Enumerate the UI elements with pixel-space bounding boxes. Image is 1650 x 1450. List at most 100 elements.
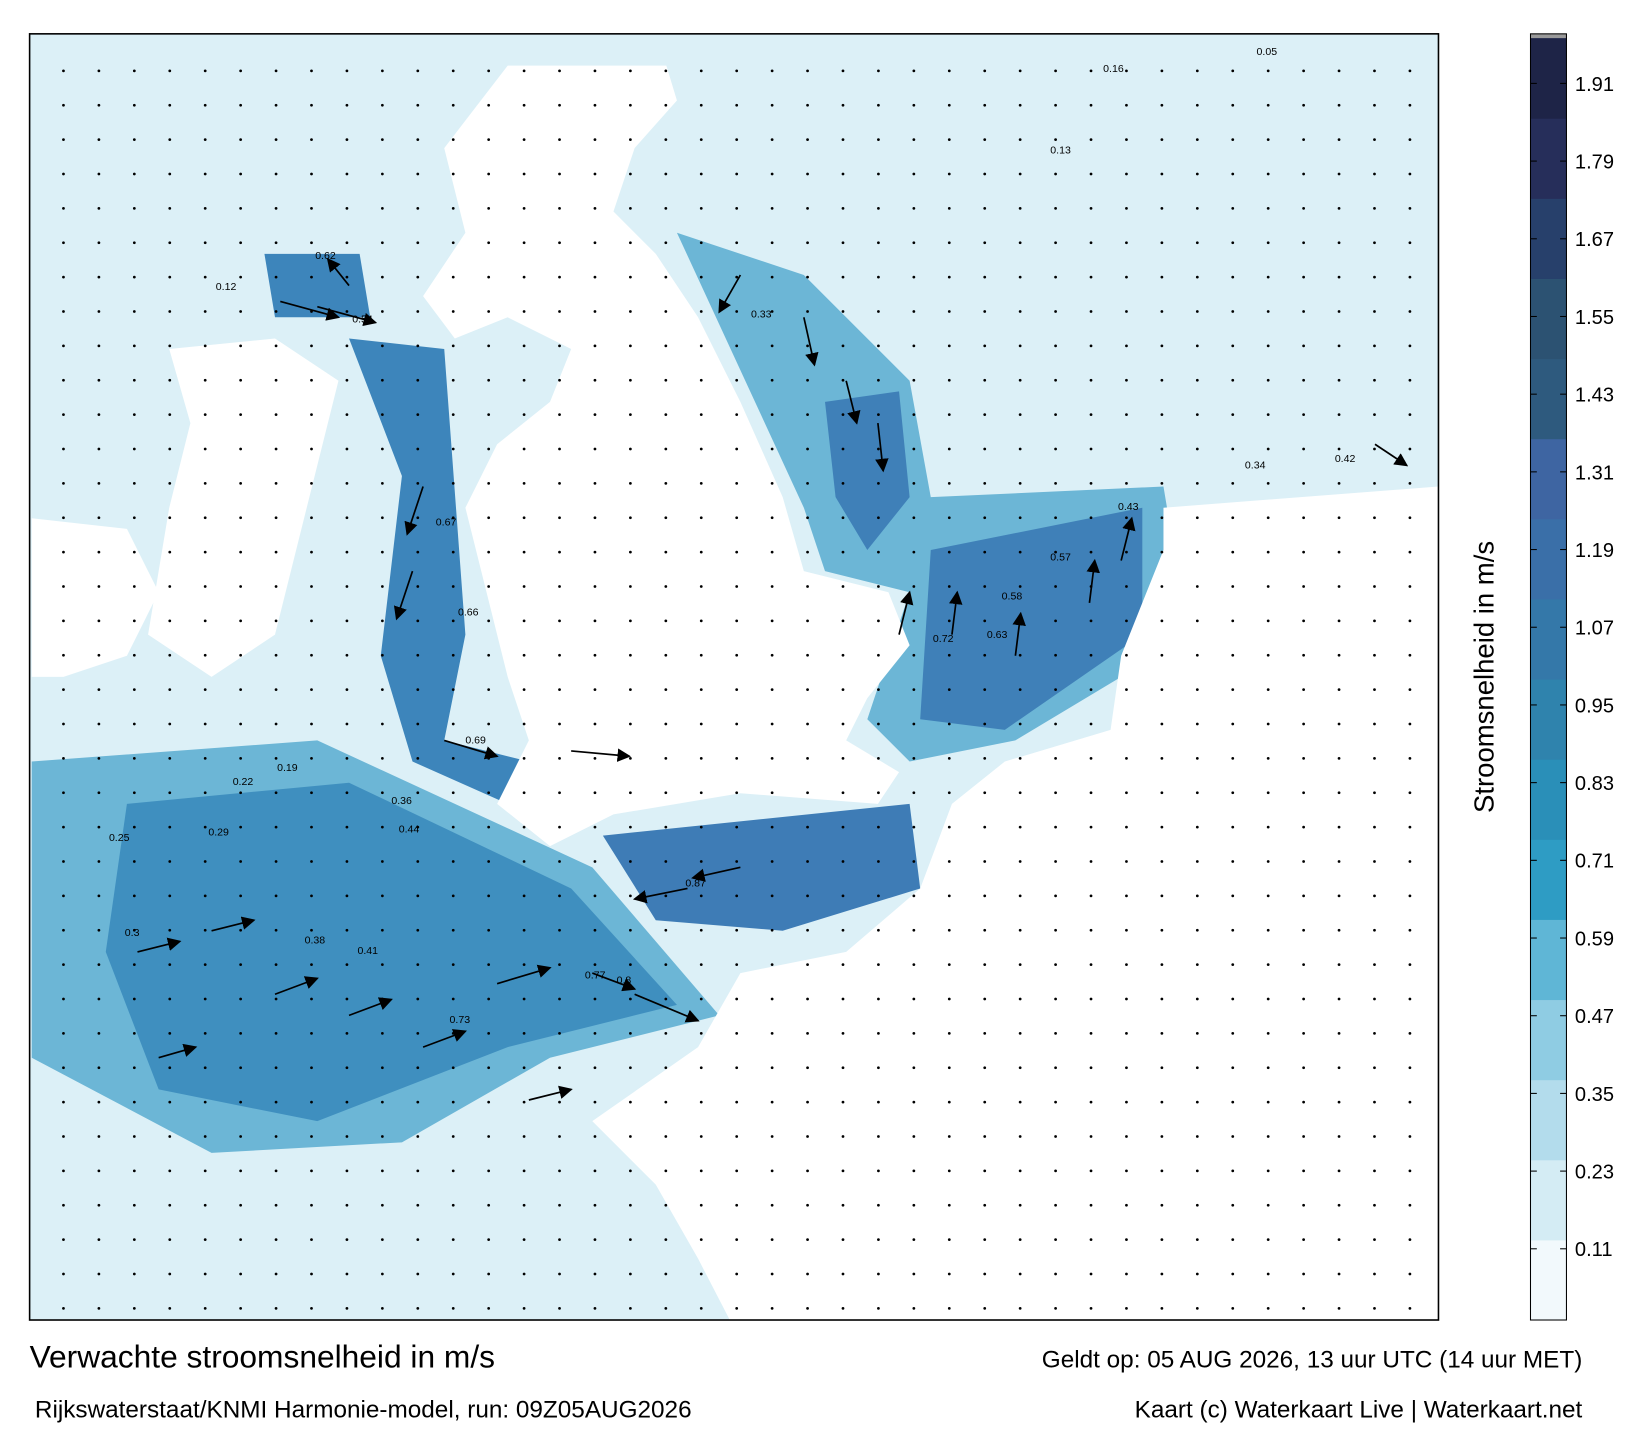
grid-dot [841, 1169, 845, 1173]
grid-dot [132, 206, 136, 210]
grid-dot [451, 653, 455, 657]
grid-dot [310, 1238, 313, 1241]
grid-dot [380, 172, 384, 176]
grid-dot [345, 722, 349, 726]
grid-dot [841, 1203, 845, 1207]
speed-label: 0.38 [305, 934, 326, 946]
grid-dot [239, 688, 243, 691]
grid-dot [345, 1203, 349, 1207]
grid-dot [168, 585, 172, 588]
grid-dot [1018, 1031, 1022, 1035]
grid-dot [841, 928, 845, 932]
grid-dot [1089, 653, 1093, 657]
grid-dot [274, 1238, 278, 1241]
grid-dot [132, 275, 136, 279]
grid-dot [1373, 550, 1376, 554]
grid-dot [983, 378, 987, 382]
grid-dot [947, 1066, 951, 1070]
grid-dot [1089, 1100, 1093, 1104]
grid-dot [380, 619, 384, 623]
grid-dot [168, 653, 172, 657]
current-arrow [137, 937, 182, 953]
grid-dot [664, 1238, 668, 1241]
grid-dot [487, 756, 491, 760]
grid-dot [487, 1031, 491, 1035]
grid-dot [168, 963, 172, 966]
grid-dot [1373, 756, 1376, 760]
grid-dot [310, 413, 313, 416]
grid-dot [1373, 1100, 1376, 1104]
grid-dot [1125, 310, 1128, 313]
grid-dot [97, 69, 101, 73]
grid-dot [593, 1100, 597, 1104]
grid-dot [203, 447, 207, 451]
speed-label: 0.05 [1257, 46, 1278, 58]
grid-dot [735, 69, 739, 73]
grid-dot [912, 103, 916, 107]
grid-dot [62, 241, 65, 245]
grid-dot [451, 172, 455, 176]
grid-dot [593, 275, 597, 279]
grid-dot [168, 997, 172, 1001]
grid-dot [62, 756, 65, 760]
grid-dot [1195, 1031, 1199, 1035]
grid-dot [983, 172, 987, 176]
grid-dot [203, 1306, 207, 1310]
map-area: 0.620.540.870.80.770.690.730.660.670.72 0… [29, 33, 1439, 1321]
grid-dot [1266, 172, 1270, 176]
grid-dot [203, 653, 207, 657]
grid-dot [1302, 653, 1305, 657]
grid-dot [132, 756, 136, 760]
grid-dot [1302, 413, 1305, 416]
colorbar-band [1530, 919, 1567, 1001]
grid-dot [1231, 138, 1235, 141]
colorbar-band [1530, 118, 1567, 199]
grid-dot [1337, 172, 1341, 176]
grid-dot [770, 69, 774, 73]
grid-dot [380, 378, 384, 382]
grid-dot [1408, 1169, 1412, 1173]
grid-dot [806, 963, 809, 966]
grid-dot [1408, 619, 1412, 623]
grid-dot [1302, 138, 1305, 141]
grid-dot [1231, 619, 1235, 623]
colorbar-tick-label: 1.07 [1575, 618, 1614, 640]
grid-dot [487, 1066, 491, 1070]
grid-dot [1373, 1203, 1376, 1207]
grid-dot [1266, 1238, 1270, 1241]
grid-dot [487, 619, 491, 623]
grid-dot [168, 241, 172, 245]
grid-dot [1018, 481, 1022, 485]
grid-dot [168, 1238, 172, 1241]
grid-dot [522, 1169, 526, 1173]
grid-dot [558, 1066, 561, 1070]
grid-dot [310, 1203, 313, 1207]
grid-dot [699, 894, 703, 898]
grid-dot [416, 344, 420, 348]
colorbar-tick-label: 0.23 [1575, 1162, 1614, 1184]
grid-dot [699, 963, 703, 966]
grid-dot [239, 1203, 243, 1207]
grid-dot [416, 310, 420, 313]
grid-dot [629, 138, 632, 141]
grid-dot [416, 378, 420, 382]
map-frame [28, 33, 1440, 1321]
grid-dot [593, 241, 597, 245]
grid-dot [1373, 825, 1376, 829]
grid-dot [274, 413, 278, 416]
grid-dot [1266, 413, 1270, 416]
grid-dot [983, 103, 987, 107]
grid-dot [451, 688, 455, 691]
grid-dot [274, 344, 278, 348]
grid-dot [806, 860, 809, 863]
grid-dot [1054, 1306, 1057, 1310]
grid-dot [593, 138, 597, 141]
grid-dot [912, 688, 916, 691]
grid-dot [593, 413, 597, 416]
grid-dot [1337, 241, 1341, 245]
grid-dot [1195, 1203, 1199, 1207]
grid-dot [239, 1169, 243, 1173]
grid-dot [451, 1135, 455, 1138]
grid-dot [558, 103, 561, 107]
grid-dot [1408, 172, 1412, 176]
